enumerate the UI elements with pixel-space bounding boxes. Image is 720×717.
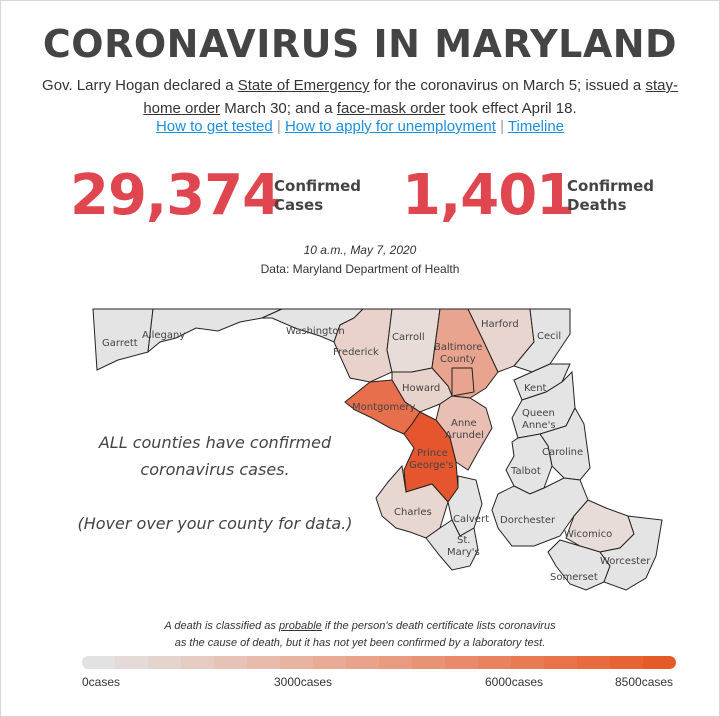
county-worcester[interactable]	[599, 515, 663, 591]
county-label: Caroline	[542, 447, 583, 458]
timeline-link[interactable]: Timeline	[507, 118, 565, 135]
legend-label-max: 8500cases	[615, 675, 674, 689]
stay-home-order-link[interactable]: stay-home order	[143, 77, 678, 117]
county-label: County	[440, 354, 476, 365]
intro-text: Gov. Larry Hogan declared a State of Eme…	[42, 77, 678, 117]
map-note: ALL counties have confirmed coronavirus …	[98, 433, 332, 479]
legend-swatch	[478, 656, 511, 669]
county-somerset[interactable]	[547, 539, 611, 591]
county-label: Baltimore	[434, 342, 482, 353]
county-label: Charles	[394, 507, 432, 518]
legend-swatch	[577, 656, 610, 669]
resource-links: How to get tested | How to apply for une…	[0, 118, 720, 135]
county-label: Talbot	[510, 466, 541, 477]
county-label: Anne's	[522, 420, 556, 431]
county-label: Wicomico	[564, 529, 612, 540]
how-to-get-tested-link[interactable]: How to get tested	[155, 118, 273, 135]
county-label: Dorchester	[500, 515, 556, 526]
legend-swatch	[511, 656, 544, 669]
county-talbot[interactable]	[505, 433, 553, 495]
map-hover-hint: (Hover over your county for data.)	[77, 514, 353, 533]
maryland-county-map: Garrett Allegany Washington Frederick Ca…	[92, 308, 663, 591]
county-label: Queen	[522, 408, 555, 419]
legend-swatch	[115, 656, 148, 669]
legend-swatch	[346, 656, 379, 669]
legend-swatch	[643, 656, 676, 669]
legend-label-min: 0cases	[82, 675, 121, 689]
legend-swatch	[379, 656, 412, 669]
county-label: Arundel	[445, 430, 484, 441]
county-label: Frederick	[333, 347, 379, 358]
legend-swatch	[610, 656, 643, 669]
county-label: Worcester	[600, 556, 651, 567]
legend-swatch	[412, 656, 445, 669]
confirmed-deaths-label: Confirmed Deaths	[567, 177, 655, 214]
county-label: Howard	[402, 383, 440, 394]
county-garrett[interactable]	[92, 308, 154, 371]
county-charles[interactable]	[375, 464, 449, 539]
link-separator: |	[276, 118, 281, 135]
county-label: Montgomery	[352, 402, 415, 413]
legend-swatch	[214, 656, 247, 669]
probable-link[interactable]: probable	[278, 620, 322, 632]
legend-swatch	[181, 656, 214, 669]
probable-death-footnote: A death is classified as probable if the…	[164, 620, 556, 649]
county-label: Allegany	[142, 330, 185, 341]
page-title: CORONAVIRUS IN MARYLAND	[42, 22, 678, 66]
legend-swatch	[544, 656, 577, 669]
county-label: St.	[457, 535, 470, 546]
county-label: Anne	[451, 418, 477, 429]
confirmed-cases-count: 29,374	[70, 163, 281, 228]
county-label: Garrett	[102, 338, 138, 349]
legend-swatch	[82, 656, 115, 669]
county-label: Somerset	[550, 572, 598, 583]
update-timestamp: 10 a.m., May 7, 2020	[303, 243, 417, 257]
data-source: Data: Maryland Department of Health	[260, 262, 460, 276]
legend-swatch	[313, 656, 346, 669]
link-separator: |	[500, 118, 504, 135]
county-label: George's	[409, 460, 453, 471]
county-baltimore-city[interactable]	[451, 367, 475, 397]
legend-label: 6000cases	[485, 675, 544, 689]
county-label: Washington	[286, 326, 345, 337]
face-mask-order-link[interactable]: face-mask order	[336, 100, 446, 117]
county-label: Carroll	[392, 332, 425, 343]
legend-swatch	[247, 656, 280, 669]
unemployment-link[interactable]: How to apply for unemployment	[284, 118, 496, 135]
county-label: Kent	[524, 383, 547, 394]
legend-swatch	[280, 656, 313, 669]
county-label: Prince	[417, 448, 448, 459]
legend-label: 3000cases	[274, 675, 333, 689]
county-label: Harford	[481, 319, 519, 330]
county-st-marys[interactable]	[425, 519, 479, 571]
color-scale-legend	[82, 656, 676, 669]
confirmed-deaths-count: 1,401	[402, 163, 575, 228]
county-label: Mary's	[447, 547, 480, 558]
state-of-emergency-link[interactable]: State of Emergency	[237, 77, 370, 94]
legend-swatch	[445, 656, 478, 669]
county-label: Cecil	[537, 331, 561, 342]
confirmed-cases-label: Confirmed Cases	[274, 177, 362, 214]
county-label: Calvert	[453, 514, 489, 525]
legend-swatch	[148, 656, 181, 669]
